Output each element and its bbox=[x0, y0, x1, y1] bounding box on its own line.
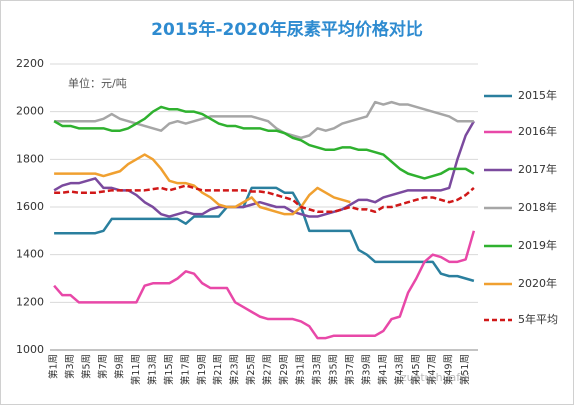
series-line bbox=[53, 230, 476, 340]
series-line bbox=[53, 120, 475, 218]
y-tick-label: 2000 bbox=[16, 105, 44, 118]
x-tick-label: 第41周 bbox=[377, 354, 389, 385]
x-tick-label: 第21周 bbox=[212, 354, 224, 385]
y-tick-label: 1000 bbox=[16, 343, 44, 356]
series-line bbox=[54, 100, 474, 140]
x-tick-label: 第5周 bbox=[81, 354, 93, 379]
x-tick-label: 第37周 bbox=[344, 354, 356, 385]
series-line bbox=[53, 105, 475, 180]
x-tick-label: 第1周 bbox=[48, 354, 60, 379]
legend-label: 2015年 bbox=[518, 88, 557, 102]
y-tick-label: 1800 bbox=[16, 152, 44, 165]
legend-label: 2020年 bbox=[518, 276, 557, 290]
x-tick-label: 第51周 bbox=[459, 354, 471, 385]
legend-label: 5年平均 bbox=[518, 312, 558, 326]
x-tick-label: 第11周 bbox=[130, 354, 142, 385]
x-tick-label: 第23周 bbox=[229, 354, 241, 385]
x-tick-label: 第19周 bbox=[196, 354, 208, 385]
x-tick-label: 第33周 bbox=[311, 354, 323, 385]
x-tick-label: 第3周 bbox=[64, 354, 76, 379]
x-tick-label: 第27周 bbox=[262, 354, 274, 385]
x-tick-label: 第29周 bbox=[278, 354, 290, 385]
legend-label: 2019年 bbox=[518, 238, 557, 252]
y-tick-label: 1200 bbox=[16, 295, 44, 308]
x-tick-label: 第13周 bbox=[146, 354, 158, 385]
unit-label: 单位：元/吨 bbox=[68, 76, 127, 90]
chart-title: 2015年-2020年尿素平均价格对比 bbox=[151, 19, 423, 40]
y-tick-label: 1400 bbox=[16, 248, 44, 261]
x-tick-label: 第31周 bbox=[295, 354, 307, 385]
x-tick-label: 第47周 bbox=[426, 354, 438, 385]
x-tick-label: 第35周 bbox=[327, 354, 339, 385]
series-line bbox=[54, 186, 475, 283]
x-tick-label: 第7周 bbox=[97, 354, 109, 379]
x-tick-label: 第17周 bbox=[179, 354, 191, 385]
y-tick-label: 2200 bbox=[16, 57, 44, 70]
legend-label: 2017年 bbox=[518, 162, 557, 176]
x-tick-label: 第43周 bbox=[393, 354, 405, 385]
x-tick-label: 第25周 bbox=[245, 354, 257, 385]
legend-label: 2018年 bbox=[518, 200, 557, 214]
x-tick-label: 第15周 bbox=[163, 354, 175, 385]
legend-label: 2016年 bbox=[518, 124, 557, 138]
watermark: zuotu-huafei bbox=[401, 371, 470, 384]
x-tick-label: 第39周 bbox=[360, 354, 372, 385]
y-tick-label: 1600 bbox=[16, 200, 44, 213]
x-tick-label: 第45周 bbox=[410, 354, 422, 385]
x-tick-label: 第9周 bbox=[113, 354, 125, 379]
series-line bbox=[54, 184, 475, 214]
x-tick-label: 第49周 bbox=[443, 354, 455, 385]
